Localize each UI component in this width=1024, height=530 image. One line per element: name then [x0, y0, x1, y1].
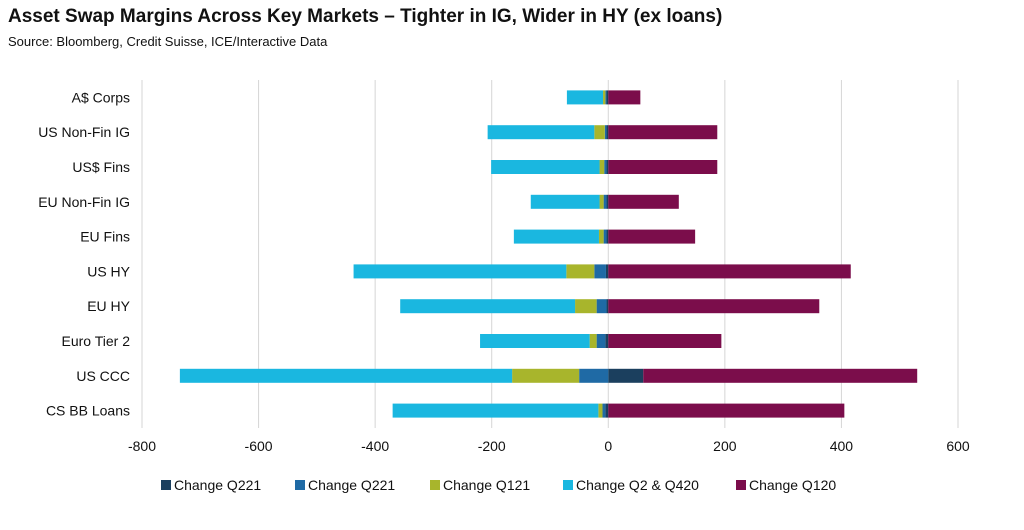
bar-segment	[596, 334, 606, 348]
bar-segment	[491, 160, 600, 174]
bar-segment	[605, 403, 609, 418]
bar-segment	[566, 264, 595, 279]
bar-segment	[598, 229, 604, 244]
legend-label: Change Q221	[308, 477, 395, 493]
bar-segment	[608, 160, 718, 174]
bar-segment	[603, 90, 606, 105]
bars	[179, 90, 918, 418]
bar-segment	[606, 299, 609, 314]
legend-swatch	[161, 480, 171, 490]
legend-label: Change Q120	[749, 477, 836, 493]
legend: Change Q221 Change Q221 Change Q121 Change …	[161, 477, 836, 493]
category-label: US CCC	[76, 368, 130, 384]
bar-segment	[608, 299, 820, 314]
x-tick-label: 0	[604, 438, 612, 454]
bar-segment	[608, 334, 722, 348]
legend-label: Change Q2 & Q420	[576, 477, 699, 493]
bar-segment	[602, 403, 606, 418]
category-label: CS BB Loans	[46, 403, 130, 419]
bar-segment	[608, 90, 641, 105]
bar-segment	[608, 194, 679, 209]
bar-segment	[605, 264, 609, 279]
bar-segment	[604, 125, 607, 140]
bar-segment	[594, 264, 606, 279]
x-tick-labels: -800 -600 -400 -200 0 200 400 600	[128, 438, 970, 454]
x-tick-label: 600	[946, 438, 970, 454]
bar-segment	[606, 229, 609, 244]
bar-segment	[608, 403, 845, 418]
category-labels: A$ Corps US Non-Fin IG US$ Fins EU Non-Fin …	[38, 89, 130, 418]
bar-segment	[598, 403, 603, 418]
bar-segment	[603, 229, 607, 244]
category-label: EU Fins	[80, 229, 130, 245]
bar-segment	[530, 194, 600, 209]
bar-segment	[606, 125, 609, 140]
category-label: US Non-Fin IG	[38, 124, 130, 140]
bar-segment	[643, 368, 918, 383]
bar-segment	[603, 194, 607, 209]
bar-segment	[608, 125, 718, 140]
category-label: A$ Corps	[72, 89, 130, 105]
bar-segment	[606, 90, 609, 105]
bar-segment	[579, 368, 609, 383]
legend-label: Change Q121	[443, 477, 530, 493]
bar-segment	[566, 90, 604, 105]
category-label: Euro Tier 2	[62, 333, 131, 349]
bar-segment	[575, 299, 597, 314]
legend-swatch	[563, 480, 573, 490]
bar-segment	[513, 229, 599, 244]
legend-swatch	[430, 480, 440, 490]
bar-segment	[512, 368, 580, 383]
bar-segment	[606, 194, 609, 209]
bar-segment	[596, 299, 607, 314]
bar-segment	[392, 403, 599, 418]
chart-title: Asset Swap Margins Across Key Markets – …	[8, 6, 723, 27]
x-tick-label: -200	[478, 438, 506, 454]
x-tick-label: -600	[245, 438, 273, 454]
category-label: US HY	[87, 263, 130, 279]
bar-segment	[589, 334, 597, 348]
bar-segment	[400, 299, 576, 314]
bar-segment	[605, 90, 607, 105]
legend-label: Change Q221	[174, 477, 261, 493]
category-label: EU Non-Fin IG	[38, 194, 130, 210]
bar-segment	[608, 368, 644, 383]
bar-segment	[605, 334, 609, 348]
x-tick-label: 200	[713, 438, 737, 454]
bar-segment	[608, 264, 851, 279]
x-tick-label: -800	[128, 438, 156, 454]
bar-segment	[594, 125, 605, 140]
bar-segment	[604, 160, 607, 174]
x-tick-label: 400	[830, 438, 854, 454]
bar-segment	[599, 160, 605, 174]
bar-segment	[608, 229, 696, 244]
bar-segment	[487, 125, 595, 140]
category-label: EU HY	[87, 298, 130, 314]
chart-source: Source: Bloomberg, Credit Suisse, ICE/In…	[8, 34, 328, 49]
bar-segment	[353, 264, 567, 279]
bar-segment	[179, 368, 513, 383]
category-label: US$ Fins	[72, 159, 130, 175]
bar-segment	[480, 334, 590, 348]
legend-swatch	[736, 480, 746, 490]
bar-segment	[606, 160, 609, 174]
legend-swatch	[295, 480, 305, 490]
x-tick-label: -400	[361, 438, 389, 454]
bar-segment	[599, 194, 604, 209]
